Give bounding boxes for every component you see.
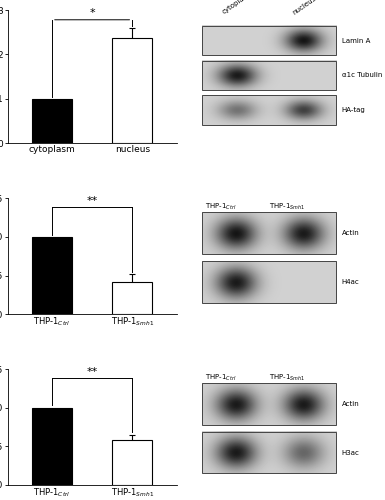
Text: H4ac: H4ac xyxy=(342,278,360,284)
Text: **: ** xyxy=(87,196,98,206)
Bar xyxy=(112,38,152,144)
Bar xyxy=(32,408,72,485)
Bar xyxy=(202,26,336,56)
Bar xyxy=(32,237,72,314)
Text: THP-1$_{Smh1}$: THP-1$_{Smh1}$ xyxy=(270,372,306,382)
Bar xyxy=(202,432,336,474)
Text: THP-1$_{Smh1}$: THP-1$_{Smh1}$ xyxy=(270,202,306,212)
Text: Actin: Actin xyxy=(342,401,360,407)
Bar xyxy=(202,261,336,302)
Text: Lamin A: Lamin A xyxy=(342,38,370,44)
Text: THP-1$_{Ctrl}$: THP-1$_{Ctrl}$ xyxy=(205,372,236,382)
Bar xyxy=(202,96,336,124)
Bar xyxy=(202,383,336,424)
Text: HA-tag: HA-tag xyxy=(342,107,366,113)
Text: H3ac: H3ac xyxy=(342,450,360,456)
Bar xyxy=(202,212,336,254)
Text: α1c Tubulin: α1c Tubulin xyxy=(342,72,382,78)
Text: nucleus: nucleus xyxy=(292,0,318,16)
Bar xyxy=(202,60,336,90)
Bar xyxy=(112,282,152,314)
Bar xyxy=(32,99,72,144)
Text: **: ** xyxy=(87,366,98,376)
Text: THP-1$_{Ctrl}$: THP-1$_{Ctrl}$ xyxy=(205,202,236,212)
Text: *: * xyxy=(89,8,95,18)
Text: cytoplasm: cytoplasm xyxy=(221,0,254,16)
Text: Actin: Actin xyxy=(342,230,360,236)
Bar xyxy=(112,440,152,485)
